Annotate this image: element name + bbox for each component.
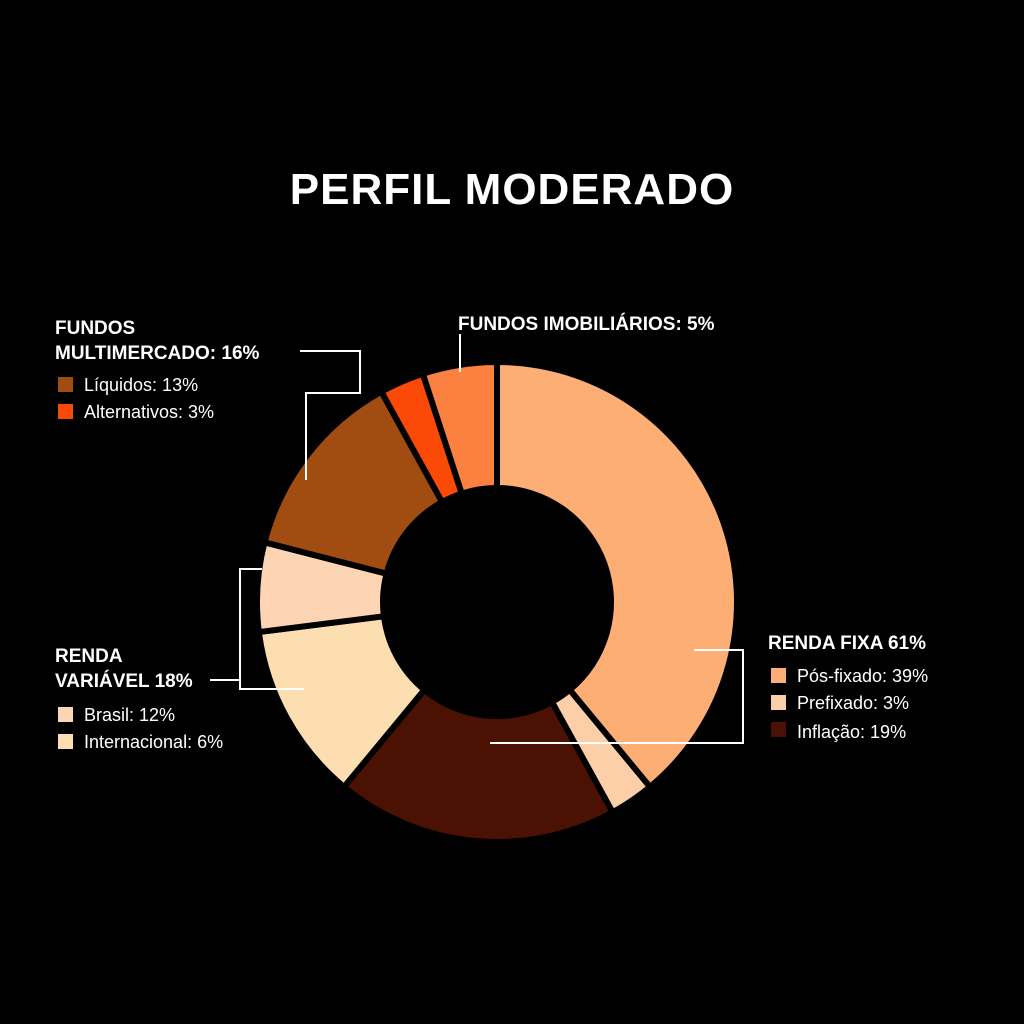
leader-line-renda-fixa (490, 649, 744, 744)
group-label-fundos-multimercado-line2: MULTIMERCADO: 16% (55, 343, 260, 364)
slice-inflacao (339, 685, 617, 845)
legend-swatch-pos-fixado (771, 668, 786, 683)
slice-pos-fixado (494, 358, 740, 792)
group-label-renda-variavel-line1: RENDA (55, 646, 123, 667)
group-label-renda-fixa: RENDA FIXA 61% (768, 633, 926, 654)
leader-line-fundos-multimercado (300, 350, 361, 480)
legend-label-brasil: Brasil: 12% (84, 705, 175, 725)
legend-swatch-liquidos (58, 377, 73, 392)
group-label-fundos-multimercado-line1: FUNDOS (55, 318, 135, 339)
legend-swatch-prefixado (771, 695, 786, 710)
legend-label-internacional: Internacional: 6% (84, 732, 223, 752)
legend-fundos-multimercado: FUNDOS MULTIMERCADO: 16% Líquidos: 13% A… (55, 318, 260, 422)
legend-label-liquidos: Líquidos: 13% (84, 375, 198, 395)
leader-lines (210, 334, 744, 744)
chart-title: PERFIL MODERADO (290, 165, 734, 214)
legend-label-inflacao: Inflação: 19% (797, 722, 906, 742)
legend-label-alternativos: Alternativos: 3% (84, 402, 214, 422)
group-label-renda-variavel-line2: VARIÁVEL 18% (55, 670, 193, 692)
legend-swatch-inflacao (771, 722, 786, 737)
legend-label-prefixado: Prefixado: 3% (797, 693, 909, 713)
slice-liquidos (260, 387, 447, 578)
slice-brasil (255, 612, 429, 792)
legend-swatch-brasil (58, 707, 73, 722)
leader-line-renda-variavel (239, 568, 304, 690)
legend-renda-variavel: RENDA VARIÁVEL 18% Brasil: 12% Internaci… (55, 646, 223, 752)
legend-label-pos-fixado: Pós-fixado: 39% (797, 666, 928, 686)
group-label-fundos-imobiliarios: FUNDOS IMOBILIÁRIOS: 5% (458, 313, 715, 335)
legend-swatch-alternativos (58, 404, 73, 419)
legend-renda-fixa: RENDA FIXA 61% Pós-fixado: 39% Prefixado… (768, 633, 928, 742)
slice-fundos-imobiliarios (419, 358, 500, 498)
donut-slices (254, 358, 740, 845)
legend-swatch-internacional (58, 734, 73, 749)
